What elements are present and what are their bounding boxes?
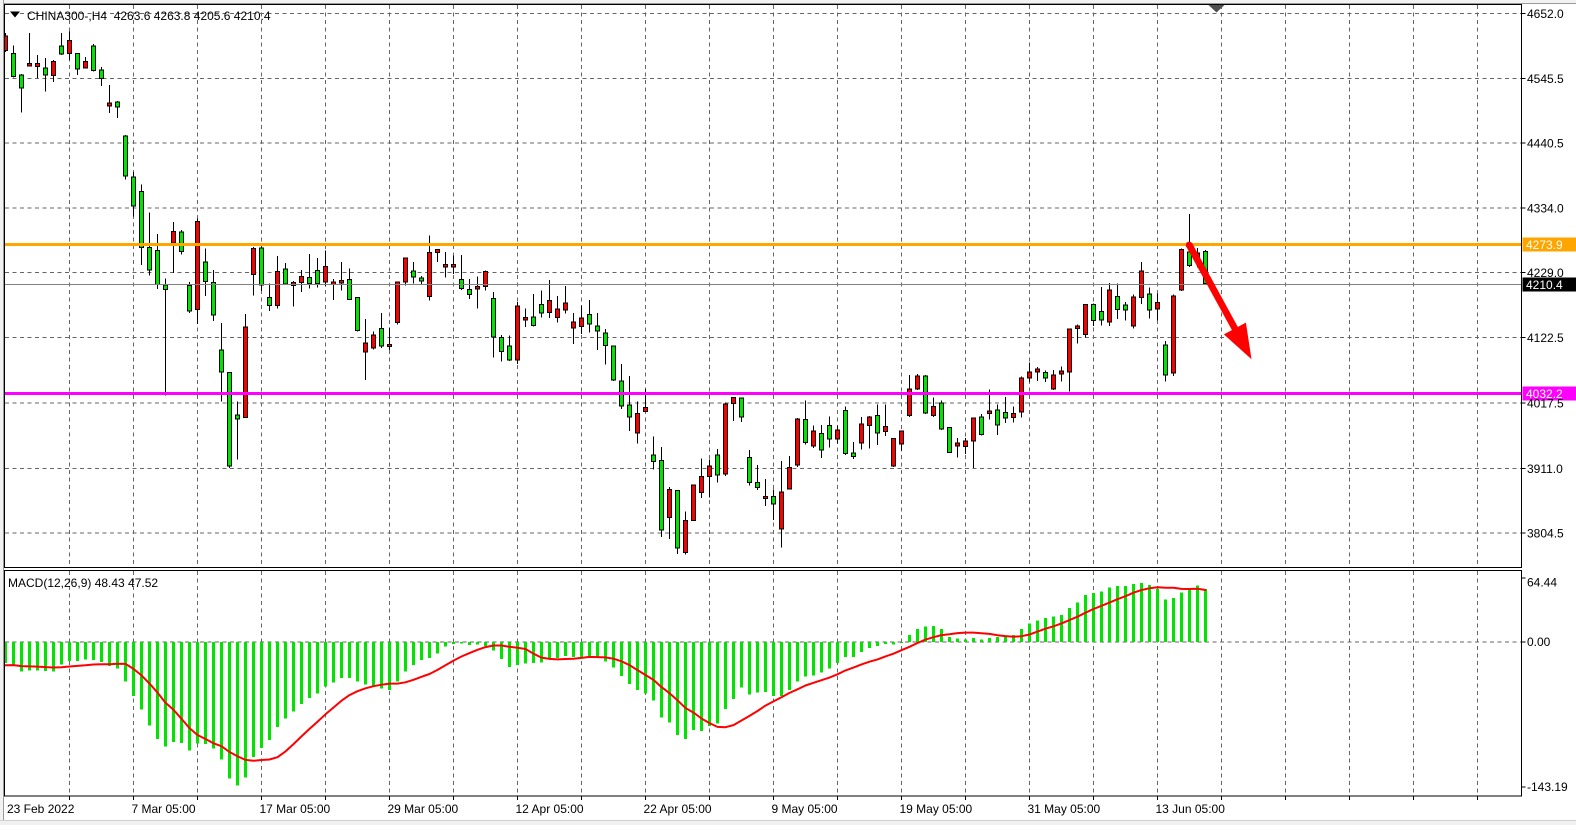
svg-text:7 Mar 05:00: 7 Mar 05:00: [132, 802, 196, 816]
svg-text:MACD(12,26,9) 48.43 47.52: MACD(12,26,9) 48.43 47.52: [8, 576, 158, 590]
svg-text:12 Apr 05:00: 12 Apr 05:00: [516, 802, 584, 816]
svg-text:9 May 05:00: 9 May 05:00: [772, 802, 838, 816]
svg-text:4210.4: 4210.4: [1526, 278, 1563, 292]
svg-text:-143.19: -143.19: [1527, 780, 1568, 794]
svg-text:23 Feb 2022: 23 Feb 2022: [7, 802, 75, 816]
svg-text:29 Mar 05:00: 29 Mar 05:00: [388, 802, 459, 816]
svg-text:4032.2: 4032.2: [1526, 387, 1563, 401]
svg-text:31 May 05:00: 31 May 05:00: [1028, 802, 1101, 816]
svg-text:4440.5: 4440.5: [1527, 137, 1564, 151]
svg-text:4334.0: 4334.0: [1527, 202, 1564, 216]
svg-text:4122.5: 4122.5: [1527, 331, 1564, 345]
svg-text:3804.5: 3804.5: [1527, 527, 1564, 541]
svg-text:17 Mar 05:00: 17 Mar 05:00: [260, 802, 331, 816]
svg-text:22 Apr 05:00: 22 Apr 05:00: [644, 802, 712, 816]
svg-text:CHINA300-,H4 4263.6 4263.8 42: CHINA300-,H4 4263.6 4263.8 4205.6 4210.4: [27, 9, 271, 23]
svg-text:0.00: 0.00: [1527, 635, 1551, 649]
svg-text:4545.5: 4545.5: [1527, 72, 1564, 86]
svg-text:13 Jun 05:00: 13 Jun 05:00: [1156, 802, 1226, 816]
svg-text:64.44: 64.44: [1527, 576, 1557, 590]
svg-text:4273.9: 4273.9: [1526, 238, 1563, 252]
svg-text:19 May 05:00: 19 May 05:00: [900, 802, 973, 816]
svg-text:3911.0: 3911.0: [1527, 462, 1563, 476]
svg-text:4652.0: 4652.0: [1527, 7, 1564, 21]
